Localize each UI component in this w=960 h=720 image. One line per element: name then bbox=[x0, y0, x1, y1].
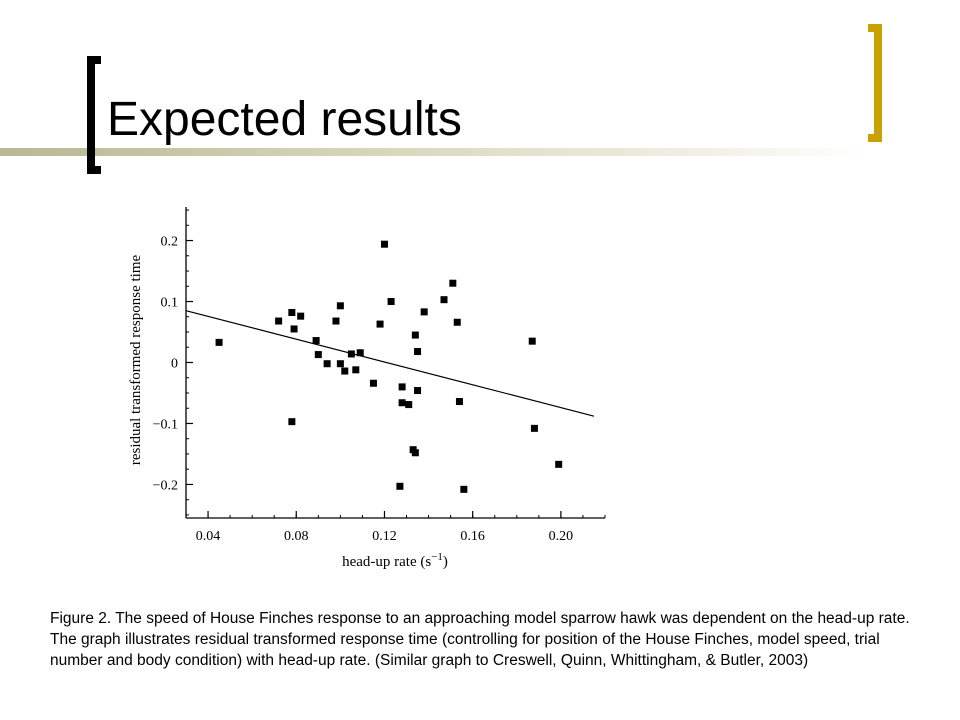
title-underline bbox=[0, 148, 870, 156]
data-point bbox=[460, 485, 468, 493]
data-point bbox=[414, 387, 422, 395]
data-point bbox=[398, 399, 406, 407]
data-point bbox=[312, 337, 320, 345]
data-point bbox=[380, 240, 388, 248]
data-point bbox=[314, 351, 322, 359]
data-point bbox=[288, 308, 296, 316]
right-bracket-decoration bbox=[868, 24, 882, 142]
left-bracket-decoration bbox=[87, 56, 101, 174]
data-point bbox=[414, 348, 422, 356]
data-point bbox=[449, 279, 457, 287]
scatter-chart: 0.04 0.08 0.12 0.16 0.20 0.2 0.1 0 −0.1 −0.2 hea… bbox=[128, 207, 606, 570]
data-point bbox=[332, 317, 340, 325]
data-point bbox=[290, 325, 298, 333]
data-point bbox=[288, 418, 296, 426]
y-axis-ticks: 0.2 0.1 0 −0.1 −0.2 bbox=[153, 235, 193, 493]
data-point bbox=[297, 312, 305, 320]
x-axis-label: head-up rate (s−1) bbox=[342, 551, 448, 570]
data-points bbox=[215, 240, 563, 493]
x-tick-label: 0.12 bbox=[372, 529, 397, 544]
x-tick-label: 0.04 bbox=[196, 529, 221, 544]
x-axis-ticks: 0.04 0.08 0.12 0.16 0.20 bbox=[196, 511, 573, 544]
data-point bbox=[387, 298, 395, 306]
data-point bbox=[376, 320, 384, 328]
data-point bbox=[455, 398, 463, 406]
data-point bbox=[555, 460, 563, 468]
regression-line-group bbox=[185, 310, 595, 417]
data-point bbox=[369, 379, 377, 387]
data-point bbox=[323, 360, 331, 368]
data-point bbox=[336, 302, 344, 310]
x-tick-label: 0.20 bbox=[549, 529, 574, 544]
data-point bbox=[411, 331, 419, 339]
slide-title: Expected results bbox=[107, 93, 462, 146]
data-point bbox=[528, 337, 536, 345]
data-point bbox=[341, 367, 349, 375]
data-point bbox=[396, 482, 404, 490]
data-point bbox=[352, 366, 360, 374]
figure-caption: Figure 2. The speed of House Finches res… bbox=[50, 610, 910, 669]
data-point bbox=[398, 383, 406, 391]
data-point bbox=[356, 349, 364, 357]
y-tick-label: 0 bbox=[171, 357, 178, 372]
data-point bbox=[275, 317, 283, 325]
x-tick-label: 0.08 bbox=[284, 529, 309, 544]
data-point bbox=[405, 401, 413, 409]
data-point bbox=[411, 449, 419, 457]
data-point bbox=[336, 360, 344, 368]
data-point bbox=[215, 338, 223, 346]
y-tick-label: 0.1 bbox=[161, 296, 179, 311]
data-point bbox=[530, 424, 538, 432]
y-tick-label: −0.2 bbox=[153, 478, 178, 493]
data-point bbox=[347, 350, 355, 358]
x-tick-label: 0.16 bbox=[460, 529, 485, 544]
data-point bbox=[420, 308, 428, 316]
data-point bbox=[440, 296, 448, 304]
minor-ticks bbox=[185, 209, 606, 518]
regression-line bbox=[185, 310, 595, 417]
y-tick-label: 0.2 bbox=[161, 235, 179, 250]
y-tick-label: −0.1 bbox=[153, 417, 178, 432]
y-axis-label: residual transformed response time bbox=[128, 254, 144, 465]
chart-axes bbox=[185, 207, 606, 519]
data-point bbox=[453, 318, 461, 326]
